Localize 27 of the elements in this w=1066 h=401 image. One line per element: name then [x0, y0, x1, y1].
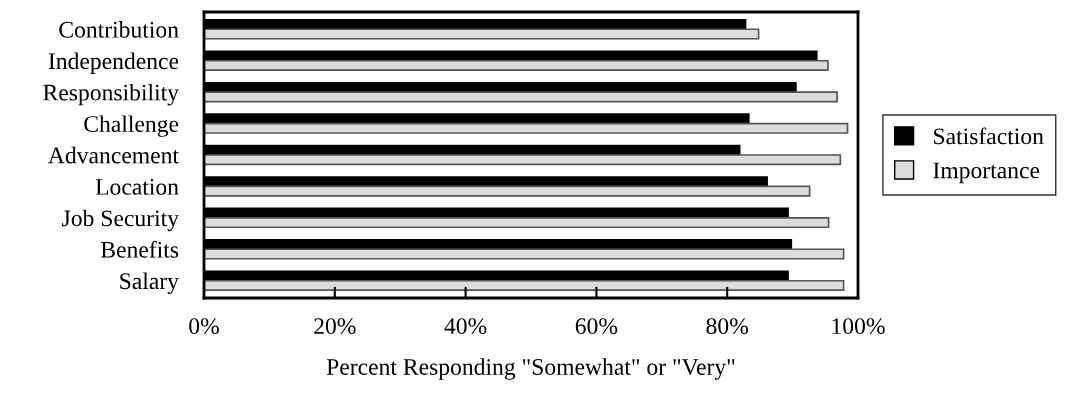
y-tick-label: Location [95, 178, 179, 195]
x-axis-title: Percent Responding "Somewhat" or "Very" [326, 358, 735, 380]
bar [204, 59, 829, 71]
x-tick-label: 0% [189, 318, 219, 335]
bar [204, 122, 849, 134]
y-tick-label: Benefits [100, 240, 179, 258]
legend-label: Satisfaction [934, 127, 1044, 145]
y-tick-label: Advancement [48, 146, 179, 164]
legend-label: Importance [933, 162, 1040, 184]
x-tick-label: 60% [575, 318, 618, 335]
x-tick-label: 80% [706, 318, 749, 335]
y-tick-label: Independence [48, 52, 179, 74]
x-tick-label: 20% [314, 318, 356, 335]
bar [204, 185, 811, 197]
y-tick-label: Responsibility [43, 83, 179, 106]
y-tick-label: Challenge [84, 115, 179, 137]
x-tick-label: 100% [832, 318, 885, 335]
y-tick-label: Contribution [59, 21, 179, 38]
bar [204, 279, 845, 291]
bar [204, 154, 842, 166]
bar [204, 217, 830, 229]
bar [204, 28, 760, 40]
y-tick-label: Job Security [62, 209, 179, 232]
x-tick-label: 40% [444, 318, 487, 335]
bar [204, 91, 838, 103]
bar [204, 248, 845, 260]
y-tick-label: Salary [120, 272, 179, 294]
